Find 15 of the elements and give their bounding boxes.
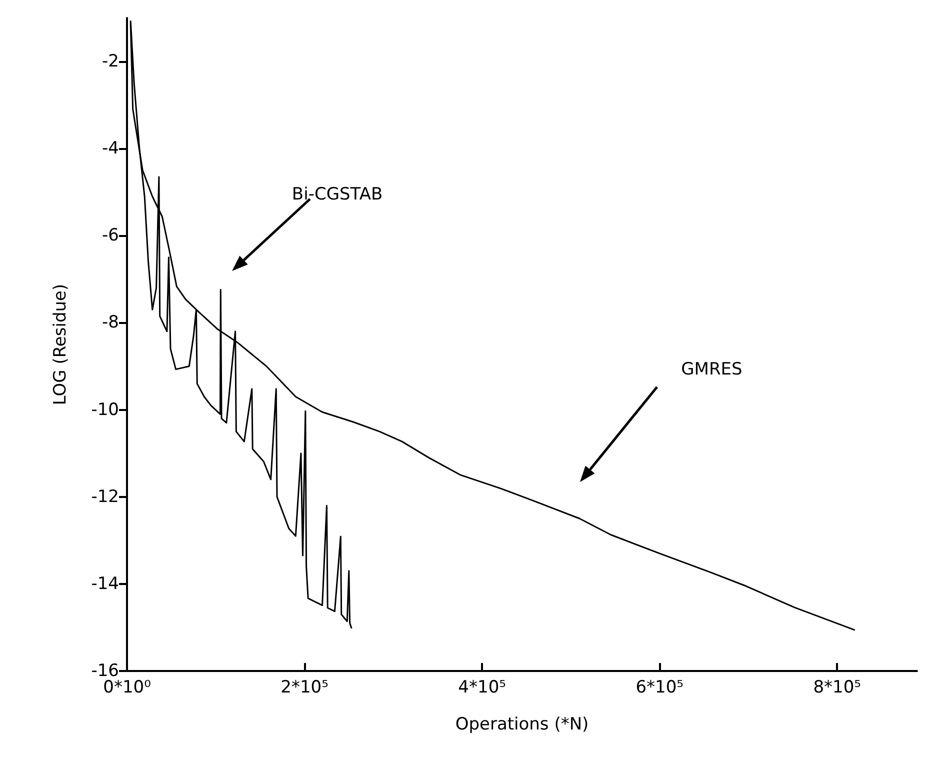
y-tick-label: -4: [102, 138, 119, 159]
x-tick-label: 8*10⁵: [813, 678, 861, 698]
x-tick-label: 6*10⁵: [636, 678, 684, 698]
y-tick-label: -6: [102, 226, 119, 246]
x-axis-title: Operations (*N): [455, 714, 589, 734]
y-tick-label: -14: [91, 574, 119, 594]
y-axis-title: LOG (Residue): [50, 284, 70, 406]
y-tick-label: -12: [91, 486, 119, 507]
x-tick-label: 4*10⁵: [458, 678, 506, 698]
y-tick-label: -10: [91, 400, 119, 420]
annotation: GMRES: [681, 360, 742, 380]
y-tick-label: -2: [102, 52, 119, 72]
annotation: Bi-CGSTAB: [292, 184, 383, 204]
x-tick-label: 2*10⁵: [280, 678, 328, 698]
y-tick-label: -8: [102, 312, 119, 333]
